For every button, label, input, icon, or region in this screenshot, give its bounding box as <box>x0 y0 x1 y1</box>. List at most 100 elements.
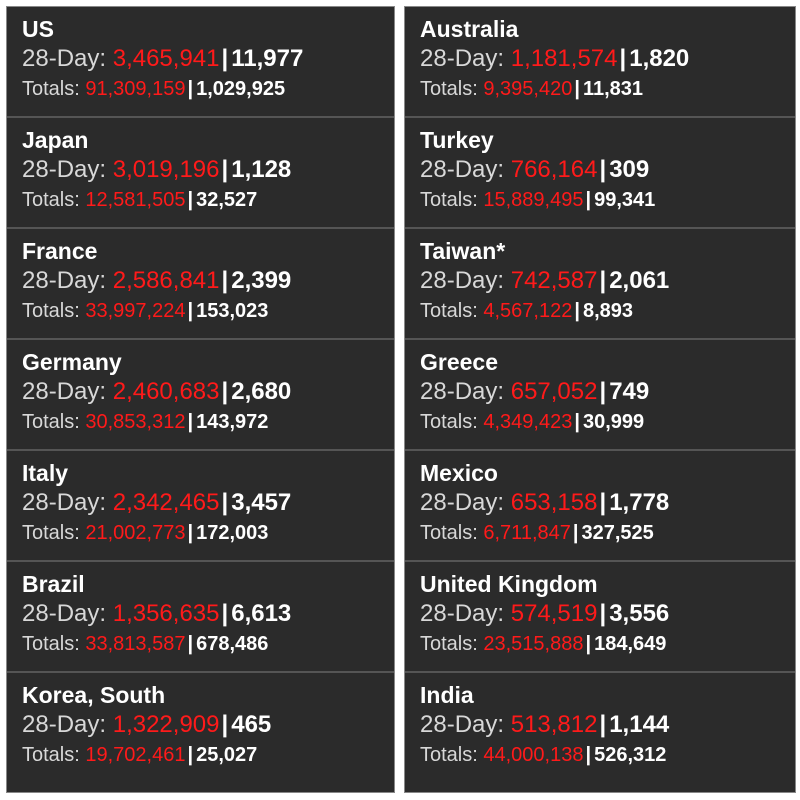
day28-cases: 3,019,196 <box>112 156 220 183</box>
day28-label: 28-Day: <box>420 45 505 72</box>
day28-cases: 3,465,941 <box>112 45 220 72</box>
totals-label: Totals: <box>420 411 478 433</box>
country-name: Taiwan* <box>420 238 506 264</box>
separator: | <box>574 300 580 322</box>
day28-label: 28-Day: <box>22 489 107 516</box>
total-cases: 33,997,224 <box>85 300 186 322</box>
day28-deaths: 3,457 <box>231 489 292 516</box>
total-cases: 4,567,122 <box>483 300 573 322</box>
country-name: Germany <box>22 349 122 375</box>
day28-row: 28-Day: 653,158| 1,778 <box>420 487 795 519</box>
separator: | <box>574 78 580 100</box>
day28-row: 28-Day: 1,181,574| 1,820 <box>420 43 795 75</box>
day28-label: 28-Day: <box>420 267 505 294</box>
totals-label: Totals: <box>420 189 478 211</box>
separator: | <box>187 189 194 211</box>
day28-deaths: 2,680 <box>231 378 292 405</box>
total-deaths: 327,525 <box>581 522 654 544</box>
day28-cases: 2,460,683 <box>112 378 220 405</box>
totals-row: Totals: 9,395,420 | 11,831 <box>420 75 795 103</box>
totals-row: Totals: 12,581,505 | 32,527 <box>22 186 394 214</box>
country-card[interactable]: Japan 28-Day: 3,019,196| 1,128 Totals: 12… <box>7 118 394 229</box>
day28-label: 28-Day: <box>420 711 505 738</box>
country-name: United Kingdom <box>420 571 598 597</box>
country-name: Italy <box>22 460 69 486</box>
country-card[interactable]: Italy 28-Day: 2,342,465| 3,457 Totals: 21… <box>7 451 394 562</box>
country-card[interactable]: India 28-Day: 513,812| 1,144 Totals: 44,0… <box>405 673 795 784</box>
country-card[interactable]: Mexico 28-Day: 653,158| 1,778 Totals: 6,7… <box>405 451 795 562</box>
day28-cases: 742,587 <box>510 267 598 294</box>
country-name: Brazil <box>22 571 85 597</box>
total-cases: 21,002,773 <box>85 522 186 544</box>
total-cases: 6,711,847 <box>483 522 571 544</box>
day28-row: 28-Day: 3,465,941| 11,977 <box>22 43 394 75</box>
totals-row: Totals: 6,711,847 | 327,525 <box>420 519 795 547</box>
day28-label: 28-Day: <box>22 45 107 72</box>
day28-deaths: 2,061 <box>609 267 670 294</box>
day28-label: 28-Day: <box>22 711 107 738</box>
day28-label: 28-Day: <box>420 489 505 516</box>
totals-label: Totals: <box>420 633 478 655</box>
total-cases: 44,000,138 <box>483 744 584 766</box>
country-name: Australia <box>420 16 519 42</box>
country-name: Mexico <box>420 460 498 486</box>
country-card[interactable]: United Kingdom 28-Day: 574,519| 3,556 Tot… <box>405 562 795 673</box>
totals-row: Totals: 19,702,461 | 25,027 <box>22 741 394 769</box>
country-card[interactable]: Germany 28-Day: 2,460,683| 2,680 Totals: … <box>7 340 394 451</box>
day28-deaths: 465 <box>231 711 272 738</box>
separator: | <box>599 156 607 183</box>
day28-cases: 1,356,635 <box>112 600 220 627</box>
totals-row: Totals: 23,515,888 | 184,649 <box>420 630 795 658</box>
day28-cases: 513,812 <box>510 711 598 738</box>
totals-row: Totals: 21,002,773 | 172,003 <box>22 519 394 547</box>
country-card[interactable]: France 28-Day: 2,586,841| 2,399 Totals: 3… <box>7 229 394 340</box>
total-deaths: 25,027 <box>196 744 258 766</box>
country-card[interactable]: Korea, South 28-Day: 1,322,909| 465 Total… <box>7 673 394 784</box>
totals-label: Totals: <box>420 744 478 766</box>
totals-label: Totals: <box>420 522 478 544</box>
country-card[interactable]: Australia 28-Day: 1,181,574| 1,820 Totals… <box>405 7 795 118</box>
total-cases: 12,581,505 <box>85 189 186 211</box>
total-deaths: 172,003 <box>196 522 269 544</box>
country-card[interactable]: Turkey 28-Day: 766,164| 309 Totals: 15,88… <box>405 118 795 229</box>
day28-row: 28-Day: 2,586,841| 2,399 <box>22 265 394 297</box>
totals-row: Totals: 4,567,122 | 8,893 <box>420 297 795 325</box>
total-cases: 19,702,461 <box>85 744 186 766</box>
separator: | <box>574 411 580 433</box>
country-card[interactable]: US 28-Day: 3,465,941| 11,977 Totals: 91,3… <box>7 7 394 118</box>
day28-row: 28-Day: 742,587| 2,061 <box>420 265 795 297</box>
separator: | <box>585 189 592 211</box>
total-cases: 4,349,423 <box>483 411 573 433</box>
country-name: Greece <box>420 349 499 375</box>
total-deaths: 32,527 <box>196 189 258 211</box>
total-cases: 91,309,159 <box>85 78 186 100</box>
total-deaths: 143,972 <box>196 411 269 433</box>
totals-row: Totals: 33,813,587 | 678,486 <box>22 630 394 658</box>
totals-row: Totals: 33,997,224 | 153,023 <box>22 297 394 325</box>
day28-cases: 766,164 <box>510 156 598 183</box>
totals-label: Totals: <box>22 78 80 100</box>
total-deaths: 153,023 <box>196 300 269 322</box>
totals-label: Totals: <box>22 744 80 766</box>
totals-row: Totals: 4,349,423 | 30,999 <box>420 408 795 436</box>
total-deaths: 8,893 <box>582 300 634 322</box>
separator: | <box>599 267 607 294</box>
left-column: US 28-Day: 3,465,941| 11,977 Totals: 91,3… <box>6 6 395 793</box>
country-card[interactable]: Greece 28-Day: 657,052| 749 Totals: 4,349… <box>405 340 795 451</box>
separator: | <box>221 267 229 294</box>
country-name: US <box>22 16 54 42</box>
totals-label: Totals: <box>22 189 80 211</box>
day28-row: 28-Day: 766,164| 309 <box>420 154 795 186</box>
day28-cases: 2,342,465 <box>112 489 220 516</box>
day28-row: 28-Day: 1,322,909| 465 <box>22 709 394 741</box>
day28-cases: 574,519 <box>510 600 598 627</box>
country-card[interactable]: Brazil 28-Day: 1,356,635| 6,613 Totals: 3… <box>7 562 394 673</box>
total-deaths: 30,999 <box>582 411 645 433</box>
country-name: India <box>420 682 474 708</box>
day28-row: 28-Day: 1,356,635| 6,613 <box>22 598 394 630</box>
country-name: France <box>22 238 98 264</box>
country-card[interactable]: Taiwan* 28-Day: 742,587| 2,061 Totals: 4,… <box>405 229 795 340</box>
day28-deaths: 1,820 <box>629 45 690 72</box>
day28-label: 28-Day: <box>420 156 505 183</box>
totals-label: Totals: <box>420 300 478 322</box>
